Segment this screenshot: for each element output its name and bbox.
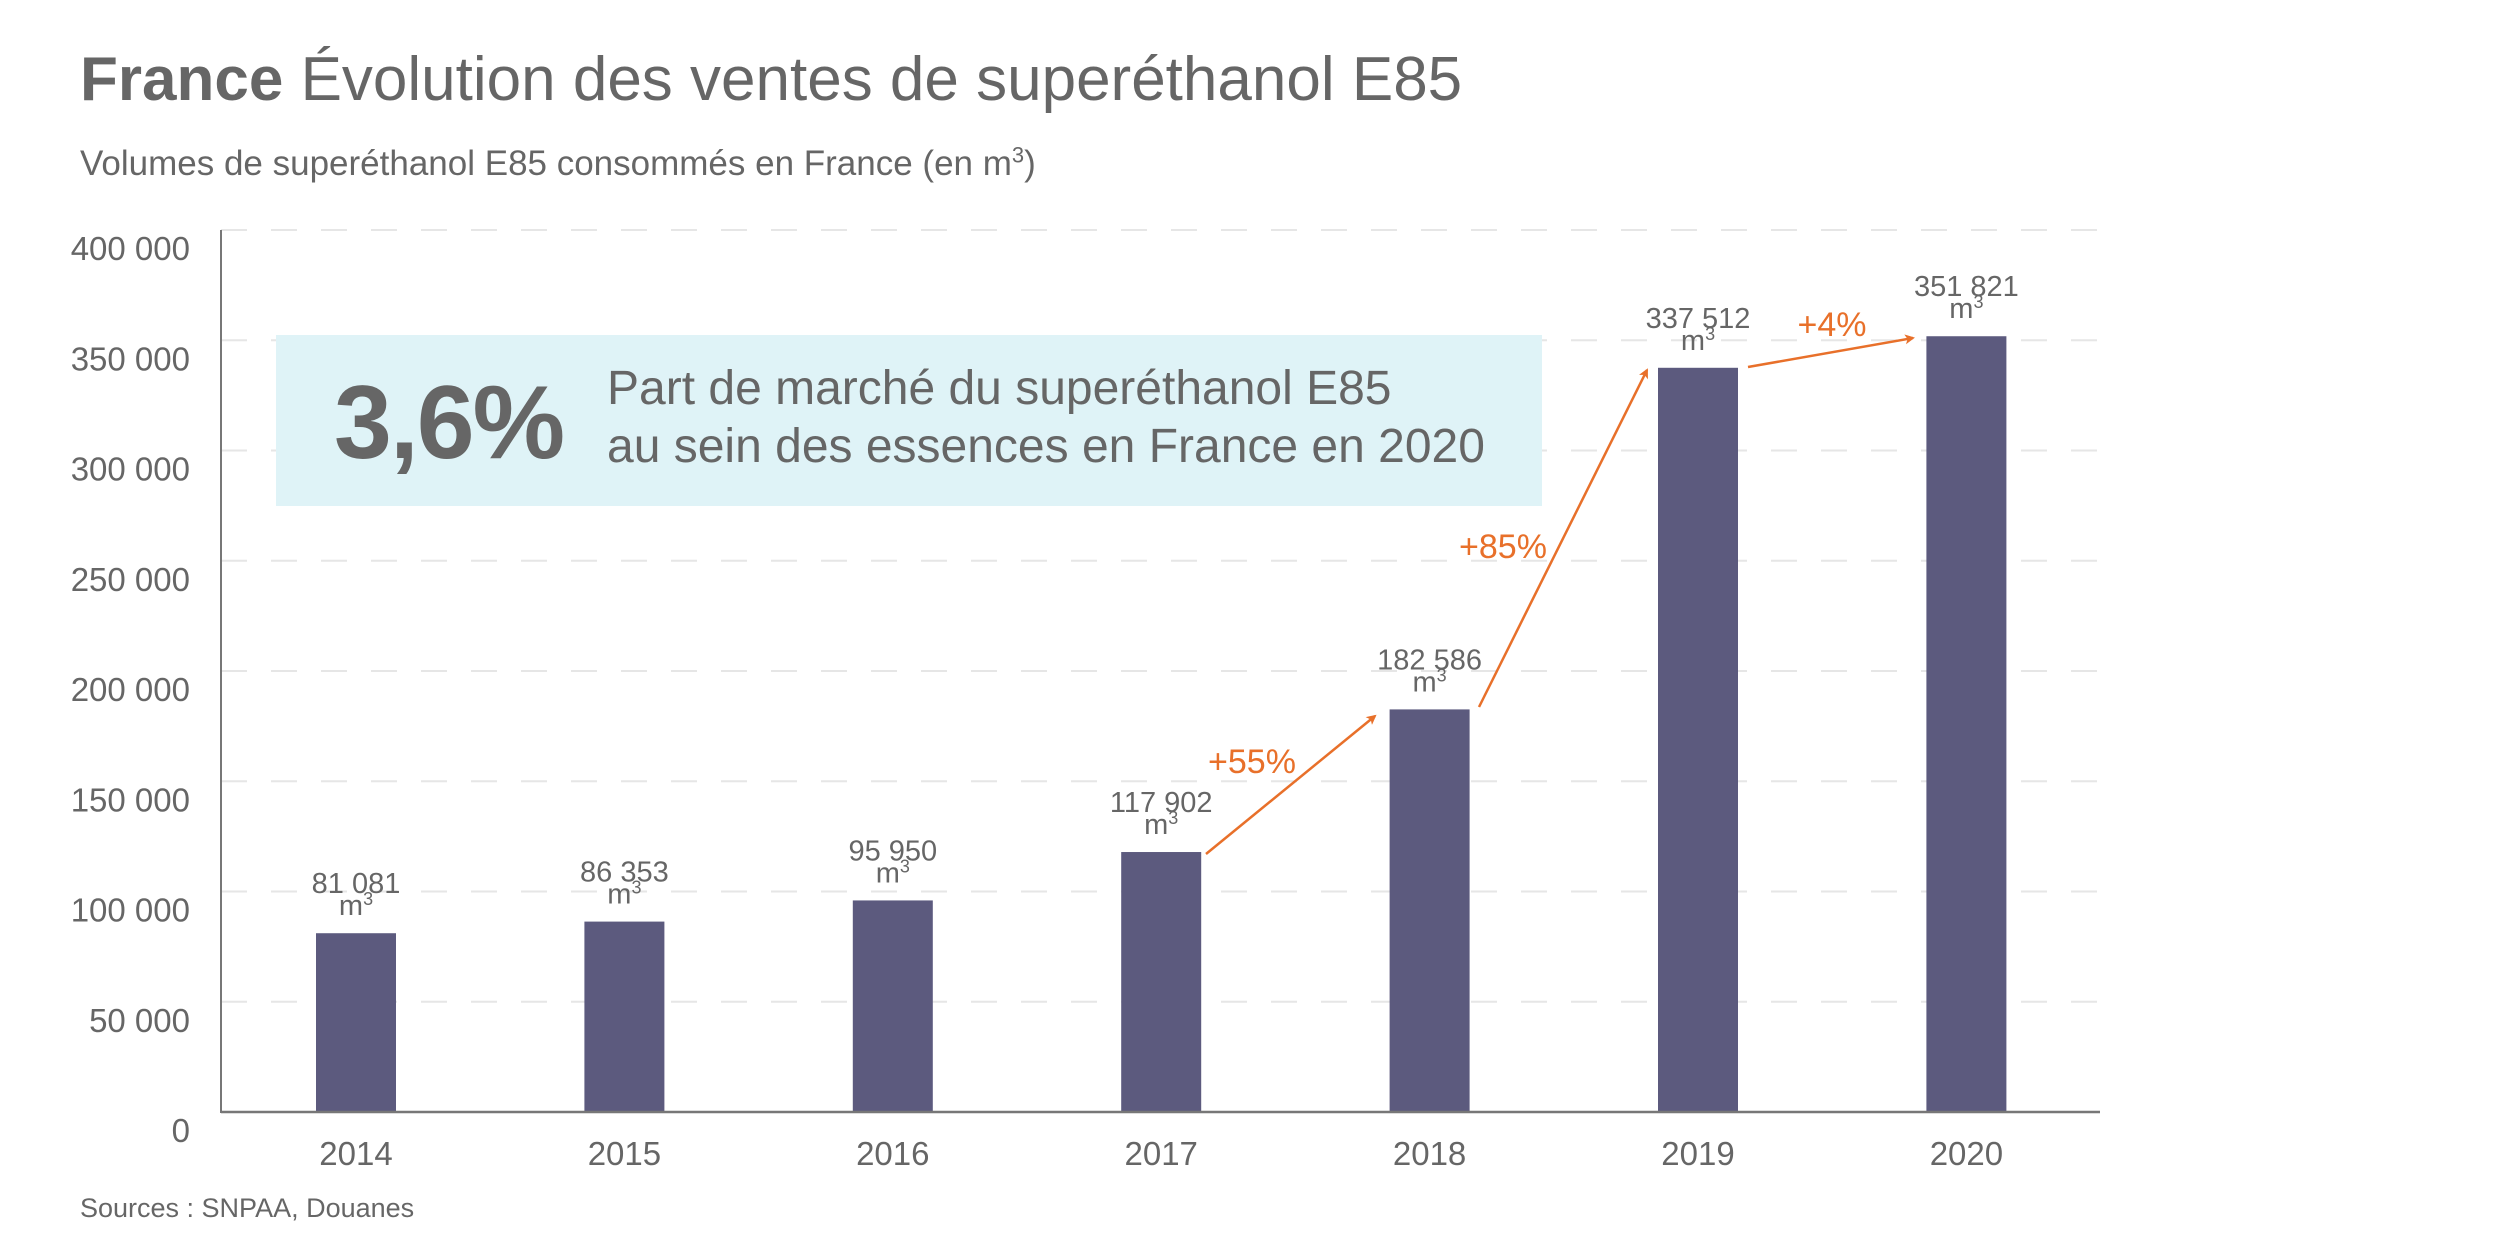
source-note: Sources : SNPAA, Douanes: [80, 1193, 415, 1223]
x-tick-label: 2015: [588, 1135, 661, 1172]
x-tick-label: 2018: [1393, 1135, 1466, 1172]
market-share-callout: 3,6% Part de marché du superéthanol E85 …: [276, 335, 1542, 506]
value-unit-label: m3: [1681, 324, 1715, 357]
subtitle-text: Volumes de superéthanol E85 consommés en…: [80, 144, 1012, 183]
market-share-line-2: au sein des essences en France en 2020: [607, 420, 1485, 473]
value-label: 351 821: [1914, 271, 2019, 303]
value-unit-label: m3: [876, 856, 910, 889]
bar: [852, 900, 933, 1112]
value-unit-label: m3: [339, 889, 373, 922]
gridlines: [221, 229, 2100, 1003]
growth-arrow: [1477, 368, 1649, 708]
growth-arrow: [1205, 714, 1377, 855]
value-label: 81 081: [312, 868, 401, 900]
x-tick-label: 2019: [1661, 1135, 1734, 1172]
value-label: 95 950: [848, 835, 937, 867]
value-label: 337 512: [1646, 303, 1751, 335]
x-tick-label: 2020: [1930, 1135, 2003, 1172]
growth-label: +85%: [1459, 528, 1547, 566]
bar: [316, 933, 396, 1112]
y-tick-label: 400 000: [71, 230, 190, 267]
y-tick-label: 250 000: [71, 561, 190, 598]
bar: [1389, 709, 1470, 1112]
growth-label: +4%: [1798, 306, 1867, 344]
value-unit-label: m3: [1949, 292, 1983, 325]
y-tick-label: 200 000: [71, 671, 190, 708]
y-tick-label: 350 000: [71, 340, 190, 377]
x-axis-ticks: 2014 2015 2016 2017 2018 2019 2020: [319, 1135, 2003, 1172]
value-unit-label: m3: [607, 878, 641, 911]
subtitle-close: ): [1024, 144, 1036, 183]
bar: [1658, 367, 1738, 1113]
subtitle-superscript: 3: [1011, 142, 1025, 168]
bar: [584, 921, 665, 1112]
value-unit-label: m3: [1413, 665, 1447, 698]
y-tick-label: 150 000: [71, 781, 190, 818]
value-label: 182 586: [1377, 644, 1482, 676]
growth-annotations: +55% +85% +4%: [1205, 306, 1915, 855]
bar: [1121, 852, 1202, 1112]
y-tick-label: 100 000: [71, 892, 190, 929]
axes: [220, 230, 2100, 1114]
growth-label: +55%: [1208, 743, 1296, 781]
value-label: 86 353: [580, 857, 669, 889]
market-share-description: Part de marché du superéthanol E85 au se…: [607, 360, 1485, 476]
title-text: Évolution des ventes de superéthanol E85: [300, 45, 1463, 114]
y-tick-label: 300 000: [71, 451, 190, 488]
value-unit-label: m3: [1144, 808, 1178, 841]
bars: [316, 336, 2007, 1113]
market-share-line-1: Part de marché du superéthanol E85: [607, 362, 1392, 415]
value-label: 117 902: [1110, 787, 1213, 819]
title-country: France: [80, 45, 284, 114]
x-tick-label: 2014: [319, 1135, 392, 1172]
y-axis-ticks: 0 50 000 100 000 150 000 200 000 250 000 300 0…: [71, 230, 190, 1149]
y-tick-label: 0: [172, 1112, 190, 1149]
market-share-value: 3,6%: [334, 365, 565, 481]
bar: [1926, 336, 2007, 1112]
y-tick-label: 50 000: [89, 1002, 190, 1039]
chart-subtitle: Volumes de superéthanol E85 consommés en…: [80, 142, 1036, 186]
growth-arrow: [1747, 334, 1915, 369]
x-tick-label: 2017: [1124, 1135, 1197, 1172]
x-tick-label: 2016: [856, 1135, 929, 1172]
chart-title: France Évolution des ventes de superétha…: [80, 44, 1462, 116]
